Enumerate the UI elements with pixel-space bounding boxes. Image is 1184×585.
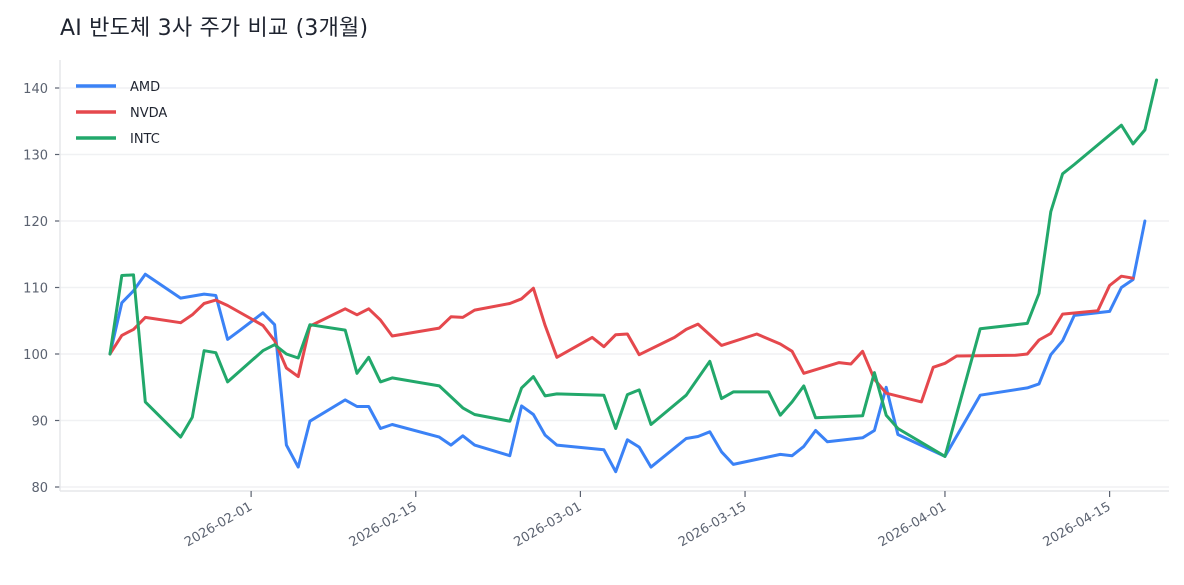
series-lines <box>108 78 1159 474</box>
y-tick-label: 90 <box>31 415 48 430</box>
y-gridlines <box>60 87 1169 488</box>
y-tick-label: 140 <box>23 82 48 97</box>
legend-label-intc: INTC <box>130 132 160 147</box>
series-line-amd <box>108 219 1147 474</box>
series-line-intc <box>108 78 1159 458</box>
chart-title: AI 반도체 3사 주가 비교 (3개월) <box>60 16 369 41</box>
legend-label-amd: AMD <box>130 80 160 95</box>
y-tick-label: 130 <box>23 149 48 164</box>
axes: 80 90 100 110 120 130 140 2026-02-01 2026-02-15 2… <box>23 60 1169 550</box>
series-line-nvda <box>108 274 1135 404</box>
x-tick-label: 2026-04-15 <box>1041 499 1114 550</box>
x-tick-label: 2026-03-15 <box>676 499 749 550</box>
y-tick-label: 80 <box>31 481 48 496</box>
legend: AMD NVDA INTC <box>76 80 167 147</box>
legend-label-nvda: NVDA <box>130 106 167 121</box>
y-tick-label: 100 <box>23 348 48 363</box>
x-tick-label: 2026-02-15 <box>347 499 420 550</box>
x-tick-label: 2026-02-01 <box>182 499 255 550</box>
y-tick-label: 120 <box>23 215 48 230</box>
x-tick-label: 2026-03-01 <box>511 499 584 550</box>
x-tick-label: 2026-04-01 <box>876 499 949 550</box>
y-tick-label: 110 <box>23 282 48 297</box>
